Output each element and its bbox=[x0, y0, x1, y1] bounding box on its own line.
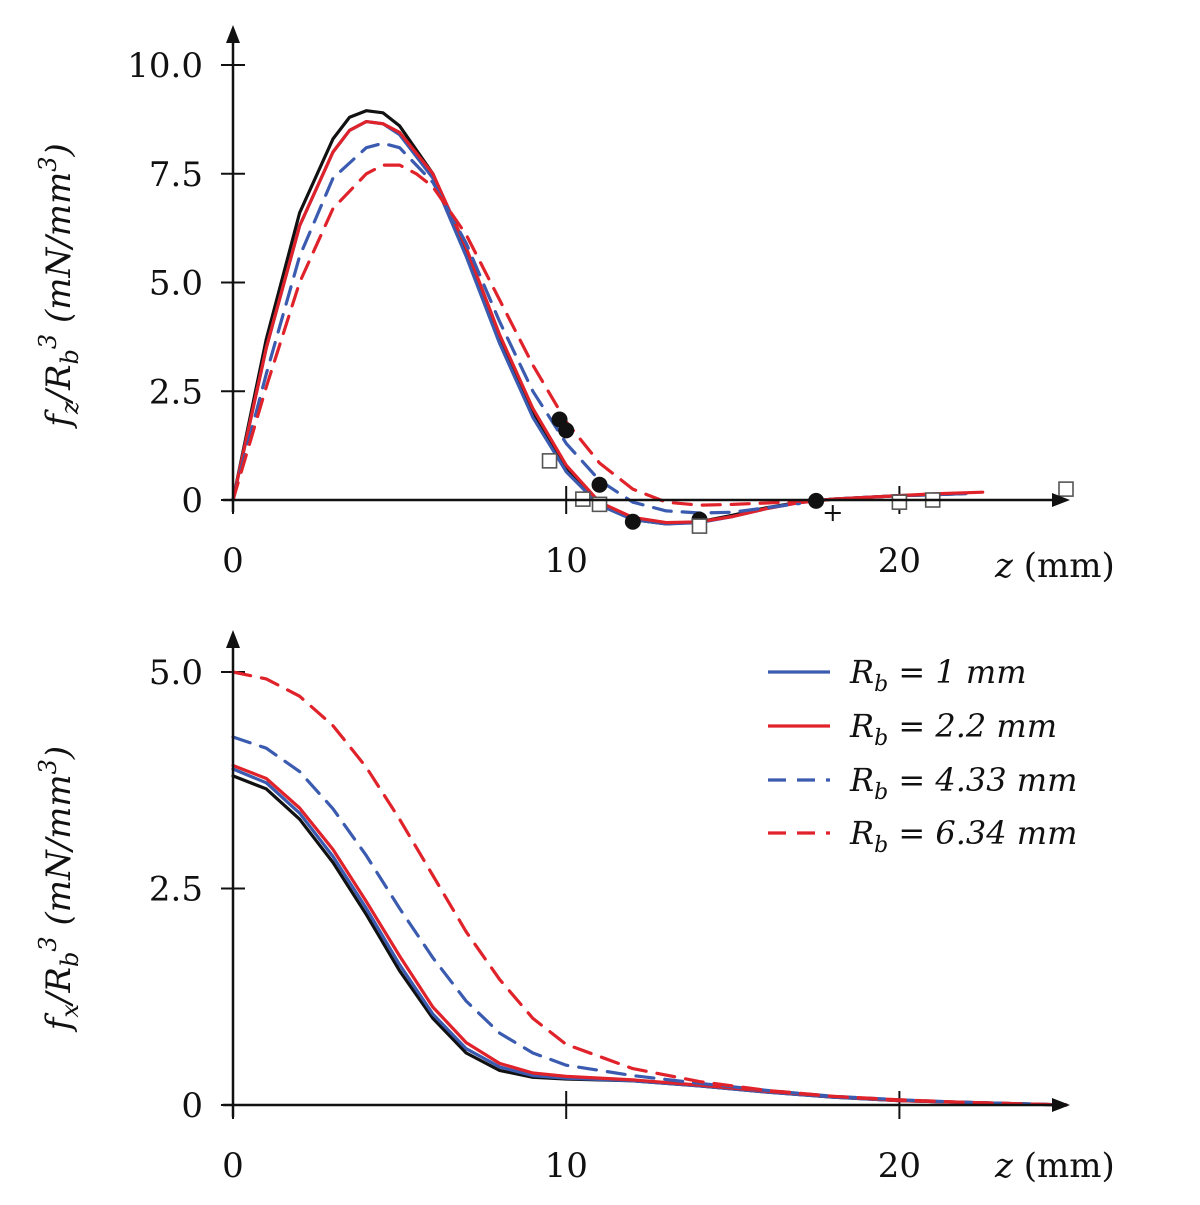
data-marker-square bbox=[541, 453, 558, 469]
y-axis-arrow-icon bbox=[226, 630, 240, 648]
top-axes bbox=[223, 25, 1070, 512]
x-axis-arrow-icon bbox=[1052, 493, 1070, 507]
series-line-rb-4-33-mm bbox=[231, 141, 801, 515]
y-tick-label: 10.0 bbox=[127, 46, 203, 86]
legend-entry: Rb = 6.34 mm bbox=[768, 814, 1077, 858]
series-line-rb-6-34-mm bbox=[231, 670, 1068, 1107]
legend-label: Rb = 6.34 mm bbox=[849, 814, 1077, 858]
bottom-series-group bbox=[231, 670, 1068, 1107]
top-markers-group bbox=[541, 411, 1074, 534]
bottom-y-axis-label: fx/Rb3 (mN/mm3) bbox=[34, 746, 84, 1033]
legend: Rb = 1 mm Rb = 2.2 mm Rb = 4.33 mm Rb = 6.3… bbox=[768, 653, 1077, 858]
legend-label: Rb = 1 mm bbox=[849, 653, 1027, 697]
data-marker-dot bbox=[558, 422, 575, 439]
y-axis-arrow-icon bbox=[226, 25, 240, 43]
series-line-rb-6-34-mm bbox=[231, 163, 801, 507]
bottom-x-axis-label: z (mm) bbox=[994, 1146, 1115, 1186]
data-marker-square bbox=[891, 494, 908, 510]
data-marker-plus bbox=[824, 505, 841, 522]
bottom-tick-labels: 0 2.5 5.0 0 10 20 bbox=[149, 653, 921, 1186]
x-tick-label: 20 bbox=[878, 541, 921, 581]
legend-entry: Rb = 4.33 mm bbox=[768, 761, 1077, 805]
x-axis-arrow-icon bbox=[1052, 1098, 1070, 1112]
top-x-axis-label: z (mm) bbox=[994, 546, 1115, 586]
x-tick-label: 20 bbox=[878, 1146, 921, 1186]
y-tick-label: 2.5 bbox=[149, 372, 203, 412]
x-tick-label: 10 bbox=[545, 1146, 588, 1186]
top-tick-labels: 0 2.5 5.0 7.5 10.0 0 10 20 bbox=[127, 46, 921, 581]
y-tick-label: 5.0 bbox=[149, 264, 203, 304]
x-tick-label: 0 bbox=[222, 1146, 244, 1186]
legend-entry: Rb = 2.2 mm bbox=[768, 707, 1057, 751]
top-y-axis-label: fz/Rb3 (mN/mm3) bbox=[34, 143, 84, 430]
legend-entry: Rb = 1 mm bbox=[768, 653, 1027, 697]
x-tick-label: 10 bbox=[545, 541, 588, 581]
y-tick-label: 0 bbox=[181, 481, 203, 521]
legend-label: Rb = 2.2 mm bbox=[849, 707, 1057, 751]
data-marker-square bbox=[691, 518, 708, 534]
top-panel-fz: 0 2.5 5.0 7.5 10.0 0 10 20 fz/Rb3 (mN/mm3) z (m… bbox=[34, 25, 1115, 586]
legend-label: Rb = 4.33 mm bbox=[849, 761, 1077, 805]
y-tick-label: 2.5 bbox=[149, 870, 203, 910]
data-marker-dot bbox=[624, 513, 641, 530]
data-marker-dot bbox=[591, 476, 608, 493]
y-tick-label: 0 bbox=[181, 1086, 203, 1126]
series-line-rb-2-2-mm bbox=[231, 120, 985, 525]
y-tick-label: 5.0 bbox=[149, 653, 203, 693]
bottom-grid-ticks bbox=[221, 671, 901, 1119]
top-series-group bbox=[231, 109, 985, 526]
bottom-panel-fx: 0 2.5 5.0 0 10 20 fx/Rb3 (mN/mm3) z (mm) Rb =… bbox=[34, 630, 1115, 1186]
x-tick-label: 0 bbox=[222, 541, 244, 581]
bottom-axes bbox=[223, 630, 1070, 1117]
y-tick-label: 7.5 bbox=[149, 155, 203, 195]
data-marker-square bbox=[1058, 481, 1074, 497]
top-grid-ticks bbox=[221, 64, 901, 514]
